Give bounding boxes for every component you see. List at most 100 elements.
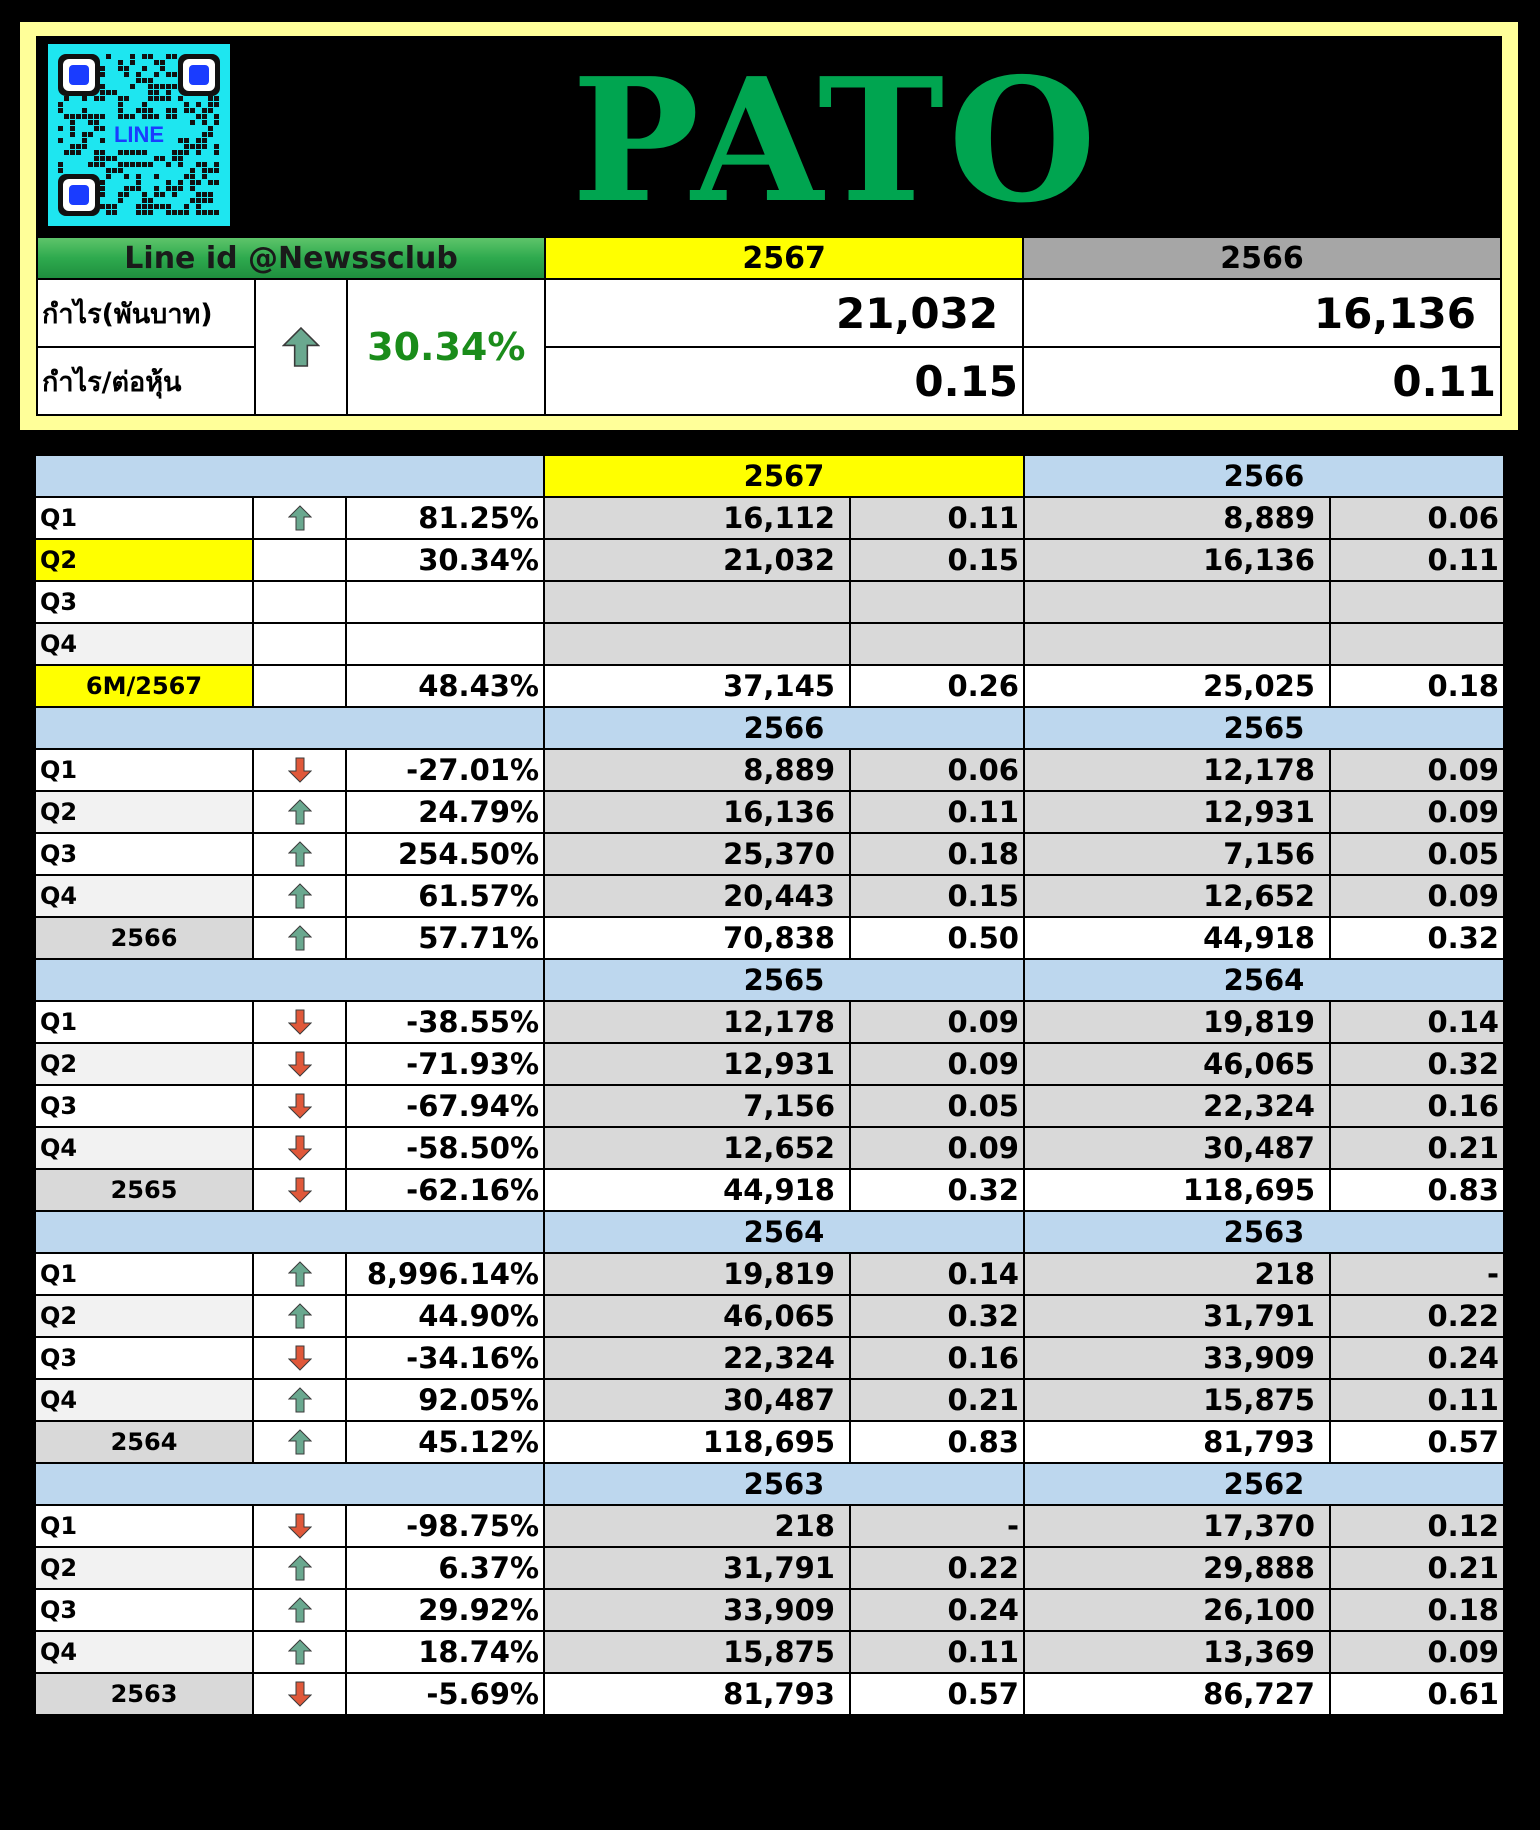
profit-current: 12,178 <box>543 1000 851 1044</box>
quarter-row: Q3 -67.94% 7,156 0.05 22,324 0.16 <box>34 1084 1505 1128</box>
change-percent <box>345 580 545 624</box>
profit-current: 70,838 <box>543 916 851 960</box>
change-percent: -62.16% <box>345 1168 545 1212</box>
profit-current <box>543 622 851 666</box>
section-header-row: 2567 2566 <box>34 454 1505 498</box>
trend-up-icon <box>255 883 344 909</box>
trend-down-icon <box>255 1051 344 1077</box>
eps-previous: 0.09 <box>1329 874 1505 918</box>
eps-current: 0.09 <box>849 1000 1025 1044</box>
profit-current: 16,136 <box>543 790 851 834</box>
eps-current <box>849 622 1025 666</box>
row-label: Q2 <box>34 538 254 582</box>
header-panel: LINE PATO Line id @Newssclub 2567 2566 ก… <box>35 36 1502 416</box>
trend-cell <box>252 538 347 582</box>
profit-previous: 81,793 <box>1023 1420 1331 1464</box>
row-label: Q1 <box>34 748 254 792</box>
profit-label: กำไร(พันบาท) <box>36 278 256 348</box>
profit-current: 44,918 <box>543 1168 851 1212</box>
qr-pattern <box>58 54 220 216</box>
quarter-row: Q1 81.25% 16,112 0.11 8,889 0.06 <box>34 496 1505 540</box>
line-qr-code: LINE <box>48 44 230 226</box>
trend-cell <box>252 1504 347 1548</box>
trend-up-icon <box>255 1387 344 1413</box>
trend-cell <box>252 1168 347 1212</box>
trend-up-icon <box>255 1429 344 1455</box>
section-header-blank <box>34 958 545 1002</box>
eps-previous: 0.32 <box>1329 1042 1505 1086</box>
eps-previous: 0.83 <box>1329 1168 1505 1212</box>
quarterly-table-body: 2567 2566 Q1 81.25% 16,112 0.11 8,889 0.06 Q2 30.… <box>34 454 1505 1716</box>
total-row: 6M/2567 48.43% 37,145 0.26 25,025 0.18 <box>34 664 1505 708</box>
profit-previous: 218 <box>1023 1252 1331 1296</box>
profit-current: 30,487 <box>543 1378 851 1422</box>
profit-current: 15,875 <box>543 1630 851 1674</box>
quarter-row: Q1 8,996.14% 19,819 0.14 218- <box>34 1252 1505 1296</box>
eps-current: - <box>849 1504 1025 1548</box>
trend-cell <box>252 496 347 540</box>
trend-up-icon <box>255 505 344 531</box>
section-header-blank <box>34 706 545 750</box>
trend-cell <box>252 1588 347 1632</box>
eps-current: 0.05 <box>849 1084 1025 1128</box>
profit-previous: 31,791 <box>1023 1294 1331 1338</box>
change-percent: -71.93% <box>345 1042 545 1086</box>
section-previous-year: 2562 <box>1023 1462 1505 1506</box>
trend-cell <box>252 1378 347 1422</box>
quarterly-table: 2567 2566 Q1 81.25% 16,112 0.11 8,889 0.06 Q2 30.… <box>34 454 1505 1716</box>
quarter-row: Q2 44.90% 46,065 0.32 31,791 0.22 <box>34 1294 1505 1338</box>
row-label: Q3 <box>34 580 254 624</box>
profit-current: 81,793 <box>543 1672 851 1716</box>
eps-current: 0.09 <box>849 1126 1025 1170</box>
section-current-year: 2566 <box>543 706 1025 750</box>
profit-current: 12,652 <box>543 1126 851 1170</box>
total-row: 2565 -62.16% 44,918 0.32 118,695 0.83 <box>34 1168 1505 1212</box>
trend-up-icon <box>255 925 344 951</box>
summary-table: Line id @Newssclub 2567 2566 กำไร(พันบาท… <box>35 236 1502 416</box>
profit-current: 218 <box>543 1504 851 1548</box>
eps-current: 0.32 <box>849 1294 1025 1338</box>
row-label: Q2 <box>34 790 254 834</box>
row-label: Q1 <box>34 1504 254 1548</box>
profit-previous: 25,025 <box>1023 664 1331 708</box>
profit-previous: 12,652 <box>1023 874 1331 918</box>
change-percent: -27.01% <box>345 748 545 792</box>
eps-current: 0.11 <box>849 790 1025 834</box>
section-header-row: 2563 2562 <box>34 1462 1505 1506</box>
section-previous-year: 2563 <box>1023 1210 1505 1254</box>
eps-previous: 0.24 <box>1329 1336 1505 1380</box>
eps-previous <box>1329 580 1505 624</box>
header-frame: LINE PATO Line id @Newssclub 2567 2566 ก… <box>20 22 1518 430</box>
section-header-blank <box>34 1210 545 1254</box>
quarter-row: Q1 -38.55% 12,178 0.09 19,819 0.14 <box>34 1000 1505 1044</box>
change-percent: 254.50% <box>345 832 545 876</box>
row-label: Q3 <box>34 1084 254 1128</box>
change-percent: 24.79% <box>345 790 545 834</box>
quarter-row: Q2 -71.93% 12,931 0.09 46,065 0.32 <box>34 1042 1505 1086</box>
quarter-row: Q3 -34.16% 22,324 0.16 33,909 0.24 <box>34 1336 1505 1380</box>
change-percent: -98.75% <box>345 1504 545 1548</box>
change-percent <box>345 622 545 666</box>
row-label: Q1 <box>34 1252 254 1296</box>
eps-previous: 0.61 <box>1329 1672 1505 1716</box>
profit-current: 46,065 <box>543 1294 851 1338</box>
section-current-year: 2563 <box>543 1462 1025 1506</box>
eps-previous: 0.22 <box>1329 1294 1505 1338</box>
trend-cell <box>252 832 347 876</box>
profit-previous: 8,889 <box>1023 496 1331 540</box>
trend-down-icon <box>255 1009 344 1035</box>
summary-current-year: 2567 <box>544 236 1025 280</box>
row-label: Q4 <box>34 1378 254 1422</box>
eps-current: 0.18 <box>849 832 1025 876</box>
change-percent: 48.43% <box>345 664 545 708</box>
trend-cell <box>252 1126 347 1170</box>
profit-previous: 33,909 <box>1023 1336 1331 1380</box>
eps-current: 0.26 <box>849 664 1025 708</box>
trend-down-icon <box>255 757 344 783</box>
total-row: 2563 -5.69% 81,793 0.57 86,727 0.61 <box>34 1672 1505 1716</box>
profit-current: 20,443 <box>543 874 851 918</box>
eps-previous: 0.21 <box>1329 1126 1505 1170</box>
profit-current: 19,819 <box>543 1252 851 1296</box>
eps-previous: 0.11 <box>1329 1378 1505 1422</box>
ticker-title: PATO <box>571 41 1101 241</box>
